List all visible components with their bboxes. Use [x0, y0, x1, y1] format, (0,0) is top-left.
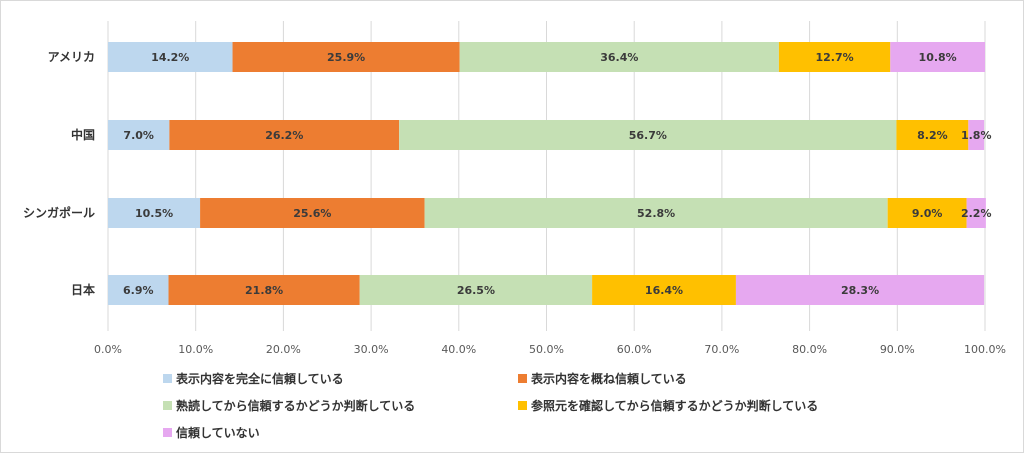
x-tick-label: 20.0% [266, 343, 301, 356]
legend-label: 表示内容を完全に信頼している [175, 371, 344, 386]
bar-segment [592, 275, 736, 305]
legend-swatch [163, 401, 172, 410]
x-tick-label: 50.0% [529, 343, 564, 356]
bar-segment [896, 120, 969, 150]
legend-label: 熟読してから信頼するかどうか判断している [176, 398, 415, 413]
bar-segment [168, 275, 360, 305]
bar-segment [108, 120, 170, 150]
bar-segment [424, 198, 888, 228]
x-tick-label: 0.0% [94, 343, 122, 356]
bar-segment [359, 275, 593, 305]
data-label: 1.8% [961, 129, 992, 142]
data-label: 26.5% [457, 284, 495, 297]
bar-segment [399, 120, 897, 150]
data-labels: 14.2% 25.9% 36.4% 12.7% 10.8% 7.0% 26.2% 56.7% 8… [123, 51, 991, 297]
data-label: 16.4% [645, 284, 683, 297]
x-tick-label: 30.0% [354, 343, 389, 356]
data-label: 25.9% [327, 51, 365, 64]
bars [108, 42, 986, 305]
data-label: 14.2% [151, 51, 189, 64]
data-label: 7.0% [123, 129, 154, 142]
data-label: 21.8% [245, 284, 283, 297]
data-label: 10.5% [135, 207, 173, 220]
bar-segment [232, 42, 460, 72]
data-label: 36.4% [600, 51, 638, 64]
bar-segment [890, 42, 985, 72]
legend-label: 信頼していない [176, 425, 260, 440]
data-label: 52.8% [637, 207, 675, 220]
category-label: 中国 [71, 127, 95, 142]
legend-label: 表示内容を概ね信頼している [530, 371, 687, 386]
legend-swatch [518, 401, 527, 410]
x-tick-label: 10.0% [178, 343, 213, 356]
data-label: 6.9% [123, 284, 154, 297]
data-label: 25.6% [293, 207, 331, 220]
x-tick-label: 60.0% [617, 343, 652, 356]
bar-segment [169, 120, 400, 150]
bar-segment [968, 120, 985, 150]
category-label: 日本 [71, 282, 95, 297]
x-tick-label: 70.0% [704, 343, 739, 356]
x-tick-label: 100.0% [964, 343, 1006, 356]
bar-segment [108, 275, 169, 305]
category-label: シンガポール [23, 205, 95, 220]
data-label: 12.7% [816, 51, 854, 64]
data-label: 10.8% [919, 51, 957, 64]
category-label: アメリカ [48, 50, 95, 64]
data-label: 2.2% [961, 207, 992, 220]
data-label: 56.7% [629, 129, 667, 142]
x-tick-label: 80.0% [792, 343, 827, 356]
legend: 表示内容を完全に信頼している 表示内容を概ね信頼している熟読してから信頼するかどう… [163, 371, 818, 440]
data-label: 9.0% [912, 207, 943, 220]
data-label: 28.3% [841, 284, 879, 297]
bar-segment [735, 275, 985, 305]
x-tick-label: 40.0% [441, 343, 476, 356]
bar-segment [778, 42, 891, 72]
bar-segment [966, 198, 986, 228]
legend-swatch [163, 428, 172, 437]
bar-segment [887, 198, 967, 228]
x-tick-label: 90.0% [880, 343, 915, 356]
legend-swatch [163, 374, 172, 383]
legend-swatch [518, 374, 527, 383]
legend-label: 参照元を確認してから信頼するかどうか判断している [531, 398, 818, 413]
data-label: 26.2% [265, 129, 303, 142]
bar-segment [108, 198, 201, 228]
x-axis-ticks: 0.0% 10.0% 20.0% 30.0% 40.0% 50.0% 60.0% 70.0% 8… [94, 343, 1006, 356]
data-label: 8.2% [917, 129, 948, 142]
bar-segment [459, 42, 779, 72]
bar-segment [200, 198, 425, 228]
bar-segment [108, 42, 233, 72]
